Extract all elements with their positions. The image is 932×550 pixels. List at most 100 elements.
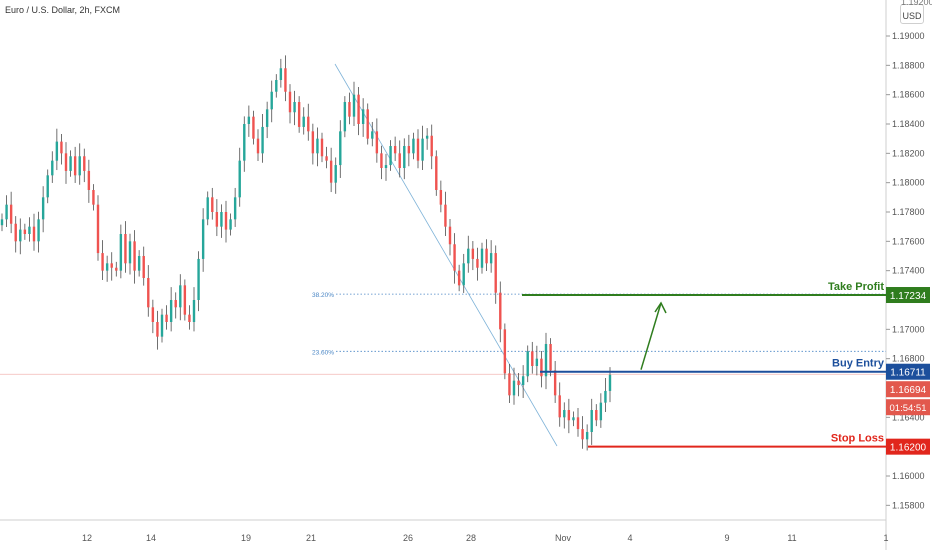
y-tick-label: 1.18000 [892,178,925,188]
candle-body [179,285,182,308]
candle-body [467,248,470,264]
candle-body [174,300,177,308]
candle-body [183,285,187,315]
y-tick-label: 1.18200 [892,148,925,158]
candle-body [576,417,580,430]
candle-body [531,351,534,366]
candle-body [265,109,269,127]
y-tick-label: 1.17600 [892,236,925,246]
candle-body [398,153,401,168]
candle-body [421,138,424,161]
level-name-label: Stop Loss [831,433,884,445]
candle-body [416,138,420,161]
candle-body [252,116,255,139]
candle-body [60,141,63,154]
candle-body [471,248,475,259]
candle-body [457,270,461,286]
x-tick-label: 14 [146,533,156,543]
target-arrow [640,302,662,370]
candle-body [430,135,433,157]
y-tick-label: 1.15800 [892,500,925,510]
candle-body [0,219,4,226]
candle-body [105,263,109,271]
candle-body [14,223,17,242]
x-tick-label: 4 [627,533,632,543]
currency-label: USD [902,11,922,21]
currency-button[interactable]: 1.19200 USD [900,0,932,24]
target-arrow-head [654,301,667,314]
candle-body [55,141,59,161]
candle-body [19,229,22,242]
y-tick-label: 1.16000 [892,471,925,481]
candle-body [494,253,497,293]
candle-body [590,410,593,432]
x-tick-label: 21 [306,533,316,543]
candle-body [499,292,502,330]
candle-body [28,226,31,234]
candle-body [23,229,27,234]
candle-body [142,256,145,278]
countdown-tag [886,399,930,416]
fib-level-label: 23.60% [312,349,334,356]
candle-body [325,156,328,161]
candle-body [476,258,479,268]
candle-body [197,258,200,300]
candle-body [375,131,379,154]
candle-body [508,373,511,396]
candle-body [224,212,228,230]
candle-body [320,138,324,157]
candle-body [192,300,196,322]
candle-body [151,307,155,322]
candle-body [284,68,287,92]
candle-body [92,190,95,205]
candle-body [567,410,571,421]
candle-body [549,344,552,371]
y-tick-label: 1.18600 [892,90,925,100]
candle-body [211,197,214,212]
candle-body [37,219,40,242]
candle-body [137,256,141,271]
candle-body [307,116,310,132]
candle-body [485,248,488,264]
candle-body [407,146,411,154]
candle-body [220,212,223,227]
current-price-tag-text: 1.16694 [890,385,927,396]
candle-body [41,197,45,220]
level-name-label: Buy Entry [832,358,885,370]
candle-body [165,314,168,322]
top-tick-fragment: 1.19200 [901,0,932,7]
candle-body [521,376,525,386]
candle-body [585,432,589,440]
candle-body [558,395,561,418]
candle-body [348,102,351,117]
candle-body [147,278,150,308]
candle-body [275,80,278,92]
level-price-tag-text: 1.16200 [890,443,927,454]
x-tick-label: 28 [466,533,476,543]
candle-body [78,156,81,176]
y-tick-label: 1.16800 [892,354,925,364]
candle-body [83,156,86,171]
candle-body [435,156,438,190]
fib-level-label: 38.20% [312,292,334,299]
candle-body [448,226,452,245]
candle-body [553,370,557,396]
candle-body [247,116,251,124]
candle-body [46,175,49,198]
x-tick-label: 26 [403,533,413,543]
candle-body [339,131,342,166]
candle-body [9,204,13,224]
candle-body [608,374,612,391]
candle-body [101,253,104,271]
candle-body [357,94,360,124]
level-name-label: Take Profit [828,281,884,293]
candle-body [343,102,347,132]
x-tick-label: 19 [241,533,251,543]
candle-body [160,314,164,337]
level-price-tag [886,363,930,380]
candle-body [403,146,406,168]
candle-body [188,314,191,322]
candle-body [5,204,8,220]
candle-body [480,248,484,268]
